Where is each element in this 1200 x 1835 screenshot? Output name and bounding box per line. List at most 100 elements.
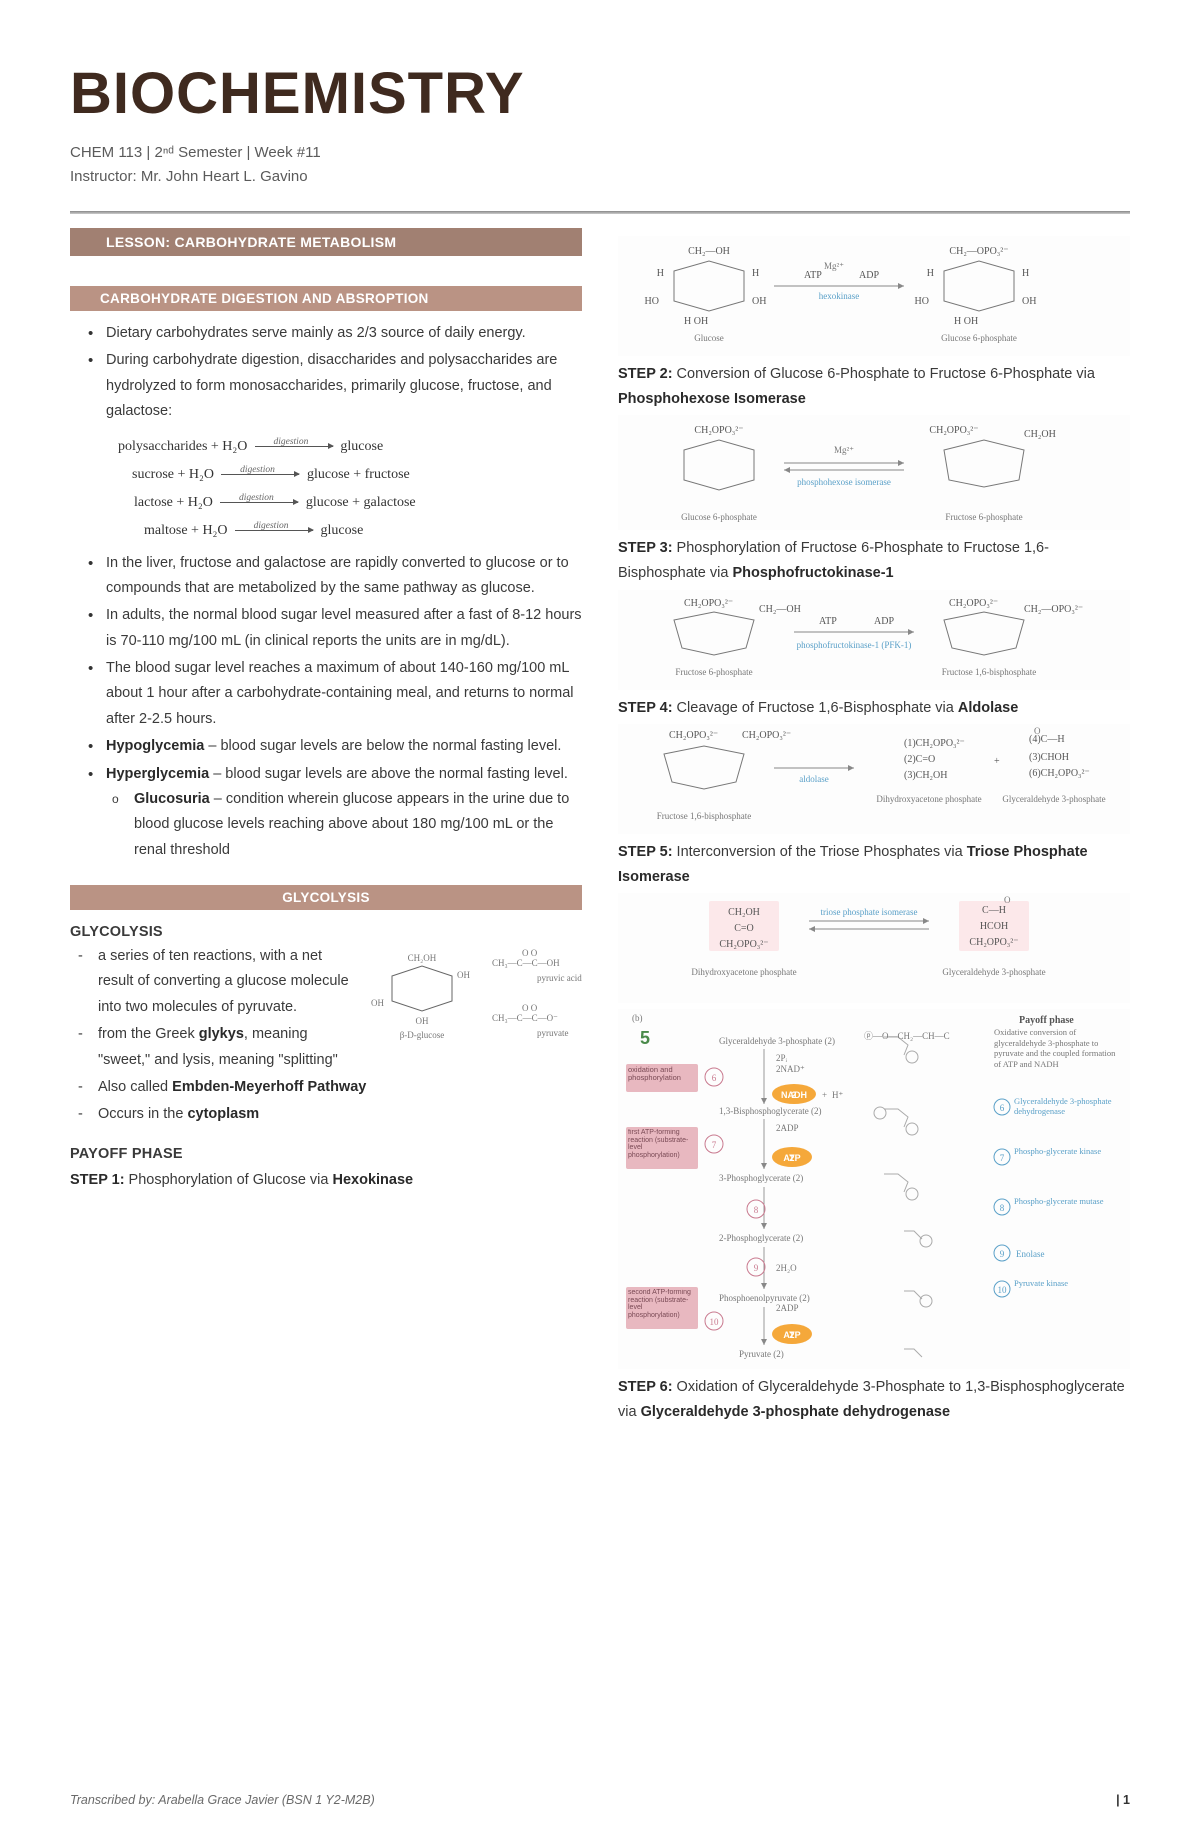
step-2: STEP 2: Conversion of Glucose 6-Phosphat… [618,362,1130,411]
svg-text:(2)C=O: (2)C=O [904,754,935,765]
svg-text:ATP: ATP [783,1153,800,1163]
svg-text:HCOH: HCOH [980,921,1008,932]
list-item: The blood sugar level reaches a maximum … [106,656,582,732]
arrow-icon: digestion [235,530,313,531]
left-column: LESSON: CARBOHYDRATE METABOLISM CARBOHYD… [70,228,582,1429]
svg-text:3-Phosphoglycerate (2): 3-Phosphoglycerate (2) [719,1173,803,1183]
aldolase-diagram: CH₂OPO₃²⁻ CH₂OPO₃²⁻ Fructose 1,6-bisphos… [618,724,1130,834]
svg-text:NADH: NADH [781,1090,807,1100]
eq-label: digestion [221,461,293,480]
svg-text:H: H [752,268,759,279]
transcriber: Transcribed by: Arabella Grace Javier (B… [70,1793,375,1807]
arrow-icon: digestion [220,502,298,503]
step-label: STEP 1: [70,1172,125,1188]
svg-text:8: 8 [754,1205,759,1215]
svg-text:Glucose: Glucose [694,333,724,343]
text: Occurs in the [98,1106,187,1122]
svg-text:OH: OH [752,296,766,307]
svg-text:9: 9 [754,1263,759,1273]
svg-text:CH₂—OPO₃²⁻: CH₂—OPO₃²⁻ [1024,604,1083,615]
eq-lhs: polysaccharides + H₂O [118,439,247,454]
section-banner-digestion: CARBOHYDRATE DIGESTION AND ABSROPTION [70,286,582,311]
svg-text:CH₂OPO₃²⁻: CH₂OPO₃²⁻ [719,939,768,950]
term: Hypoglycemia [106,738,204,754]
svg-text:CH₂OPO₃²⁻: CH₂OPO₃²⁻ [969,937,1018,948]
svg-text:H: H [927,268,934,279]
payoff-heading: PAYOFF PHASE [70,1146,582,1162]
svg-text:CH₂OPO₃²⁻: CH₂OPO₃²⁻ [742,730,791,741]
payoff-pathway-diagram: (b) 5 Payoff phase Oxidative conversion … [618,1009,1130,1369]
term: cytoplasm [187,1106,259,1122]
svg-text:triose phosphate isomerase: triose phosphate isomerase [821,907,918,917]
eq-rhs: glucose + galactose [306,495,416,510]
svg-text:CH₂OPO₃²⁻: CH₂OPO₃²⁻ [929,425,978,436]
digestion-equations: polysaccharides + H₂O digestion glucose … [70,427,582,551]
step-label: STEP 2: [618,366,673,382]
list-item: Dietary carbohydrates serve mainly as 2/… [106,321,582,346]
course-meta: CHEM 113 | 2ⁿᵈ Semester | Week #11 Instr… [70,141,1130,189]
svg-text:6: 6 [1000,1103,1005,1113]
digestion-list: Dietary carbohydrates serve mainly as 2/… [70,321,582,425]
svg-text:Glyceraldehyde 3-phosphate (2): Glyceraldehyde 3-phosphate (2) [719,1036,835,1046]
svg-text:Fructose 1,6-bisphosphate: Fructose 1,6-bisphosphate [942,667,1037,677]
svg-text:1,3-Bisphosphoglycerate (2): 1,3-Bisphosphoglycerate (2) [719,1106,821,1116]
svg-text:ATP: ATP [819,616,837,627]
list-item: from the Greek glykys, meaning "sweet," … [98,1022,582,1073]
term: glykys [199,1026,244,1042]
eq-label: digestion [255,433,327,452]
enzyme: Phosphofructokinase-1 [732,565,893,581]
svg-text:2ADP: 2ADP [776,1303,799,1313]
svg-text:H⁺: H⁺ [832,1090,843,1100]
svg-text:CH₂—OPO₃²⁻: CH₂—OPO₃²⁻ [949,246,1008,257]
svg-text:6: 6 [712,1073,717,1083]
eq-label: digestion [220,489,292,508]
svg-text:Glyceraldehyde 3-phosphate: Glyceraldehyde 3-phosphate [1002,794,1105,804]
eq-rhs: glucose [340,439,383,454]
svg-text:2NAD⁺: 2NAD⁺ [776,1064,805,1074]
svg-text:(3)CHOH: (3)CHOH [1029,752,1069,763]
step-6: STEP 6: Oxidation of Glyceraldehyde 3-Ph… [618,1375,1130,1424]
svg-text:Enolase: Enolase [1016,1249,1045,1259]
svg-text:ATP: ATP [804,270,822,281]
step-text: Cleavage of Fructose 1,6-Bisphosphate vi… [673,700,958,716]
svg-text:(1)CH₂OPO₃²⁻: (1)CH₂OPO₃²⁻ [904,738,965,749]
divider [70,211,1130,214]
svg-text:8: 8 [1000,1203,1005,1213]
svg-text:CH₂OH: CH₂OH [1024,429,1056,440]
svg-text:2ADP: 2ADP [776,1123,799,1133]
arrow-icon: digestion [221,474,299,475]
svg-text:H OH: H OH [954,316,978,327]
svg-text:H: H [1022,268,1029,279]
step-5: STEP 5: Interconversion of the Triose Ph… [618,840,1130,889]
svg-text:CH₂OPO₃²⁻: CH₂OPO₃²⁻ [694,425,743,436]
svg-text:CH₂OPO₃²⁻: CH₂OPO₃²⁻ [684,598,733,609]
enzyme: Hexokinase [332,1172,413,1188]
svg-text:(3)CH₂OH: (3)CH₂OH [904,770,947,781]
svg-text:ATP: ATP [783,1330,800,1340]
step-label: STEP 5: [618,844,673,860]
step-4: STEP 4: Cleavage of Fructose 1,6-Bisphos… [618,696,1130,721]
meta-line-1: CHEM 113 | 2ⁿᵈ Semester | Week #11 [70,141,1130,165]
list-item: Hyperglycemia – blood sugar levels are a… [106,762,582,864]
arrow-icon: digestion [255,446,333,447]
svg-text:(b): (b) [632,1013,643,1023]
svg-text:CH₂OH: CH₂OH [728,907,760,918]
svg-text:CH₂OPO₃²⁻: CH₂OPO₃²⁻ [669,730,718,741]
svg-text:+: + [822,1090,827,1100]
eq-lhs: lactose + H₂O [134,495,213,510]
svg-text:H: H [657,268,664,279]
svg-text:Fructose 6-phosphate: Fructose 6-phosphate [945,512,1022,522]
text: from the Greek [98,1026,199,1042]
eq-rhs: glucose [321,523,364,538]
svg-text:10: 10 [710,1317,720,1327]
svg-text:Mg²⁺: Mg²⁺ [834,445,854,455]
svg-text:phosphohexose isomerase: phosphohexose isomerase [797,477,891,487]
glycolysis-heading: GLYCOLYSIS [70,924,582,940]
svg-text:HO: HO [645,296,659,307]
svg-text:Mg²⁺: Mg²⁺ [824,261,844,271]
svg-text:Fructose 1,6-bisphosphate: Fructose 1,6-bisphosphate [657,811,752,821]
eq-lhs: sucrose + H₂O [132,467,214,482]
section-banner-glycolysis: GLYCOLYSIS [70,885,582,910]
definition: – blood sugar levels are below the norma… [204,738,561,754]
step-label: STEP 6: [618,1379,673,1395]
